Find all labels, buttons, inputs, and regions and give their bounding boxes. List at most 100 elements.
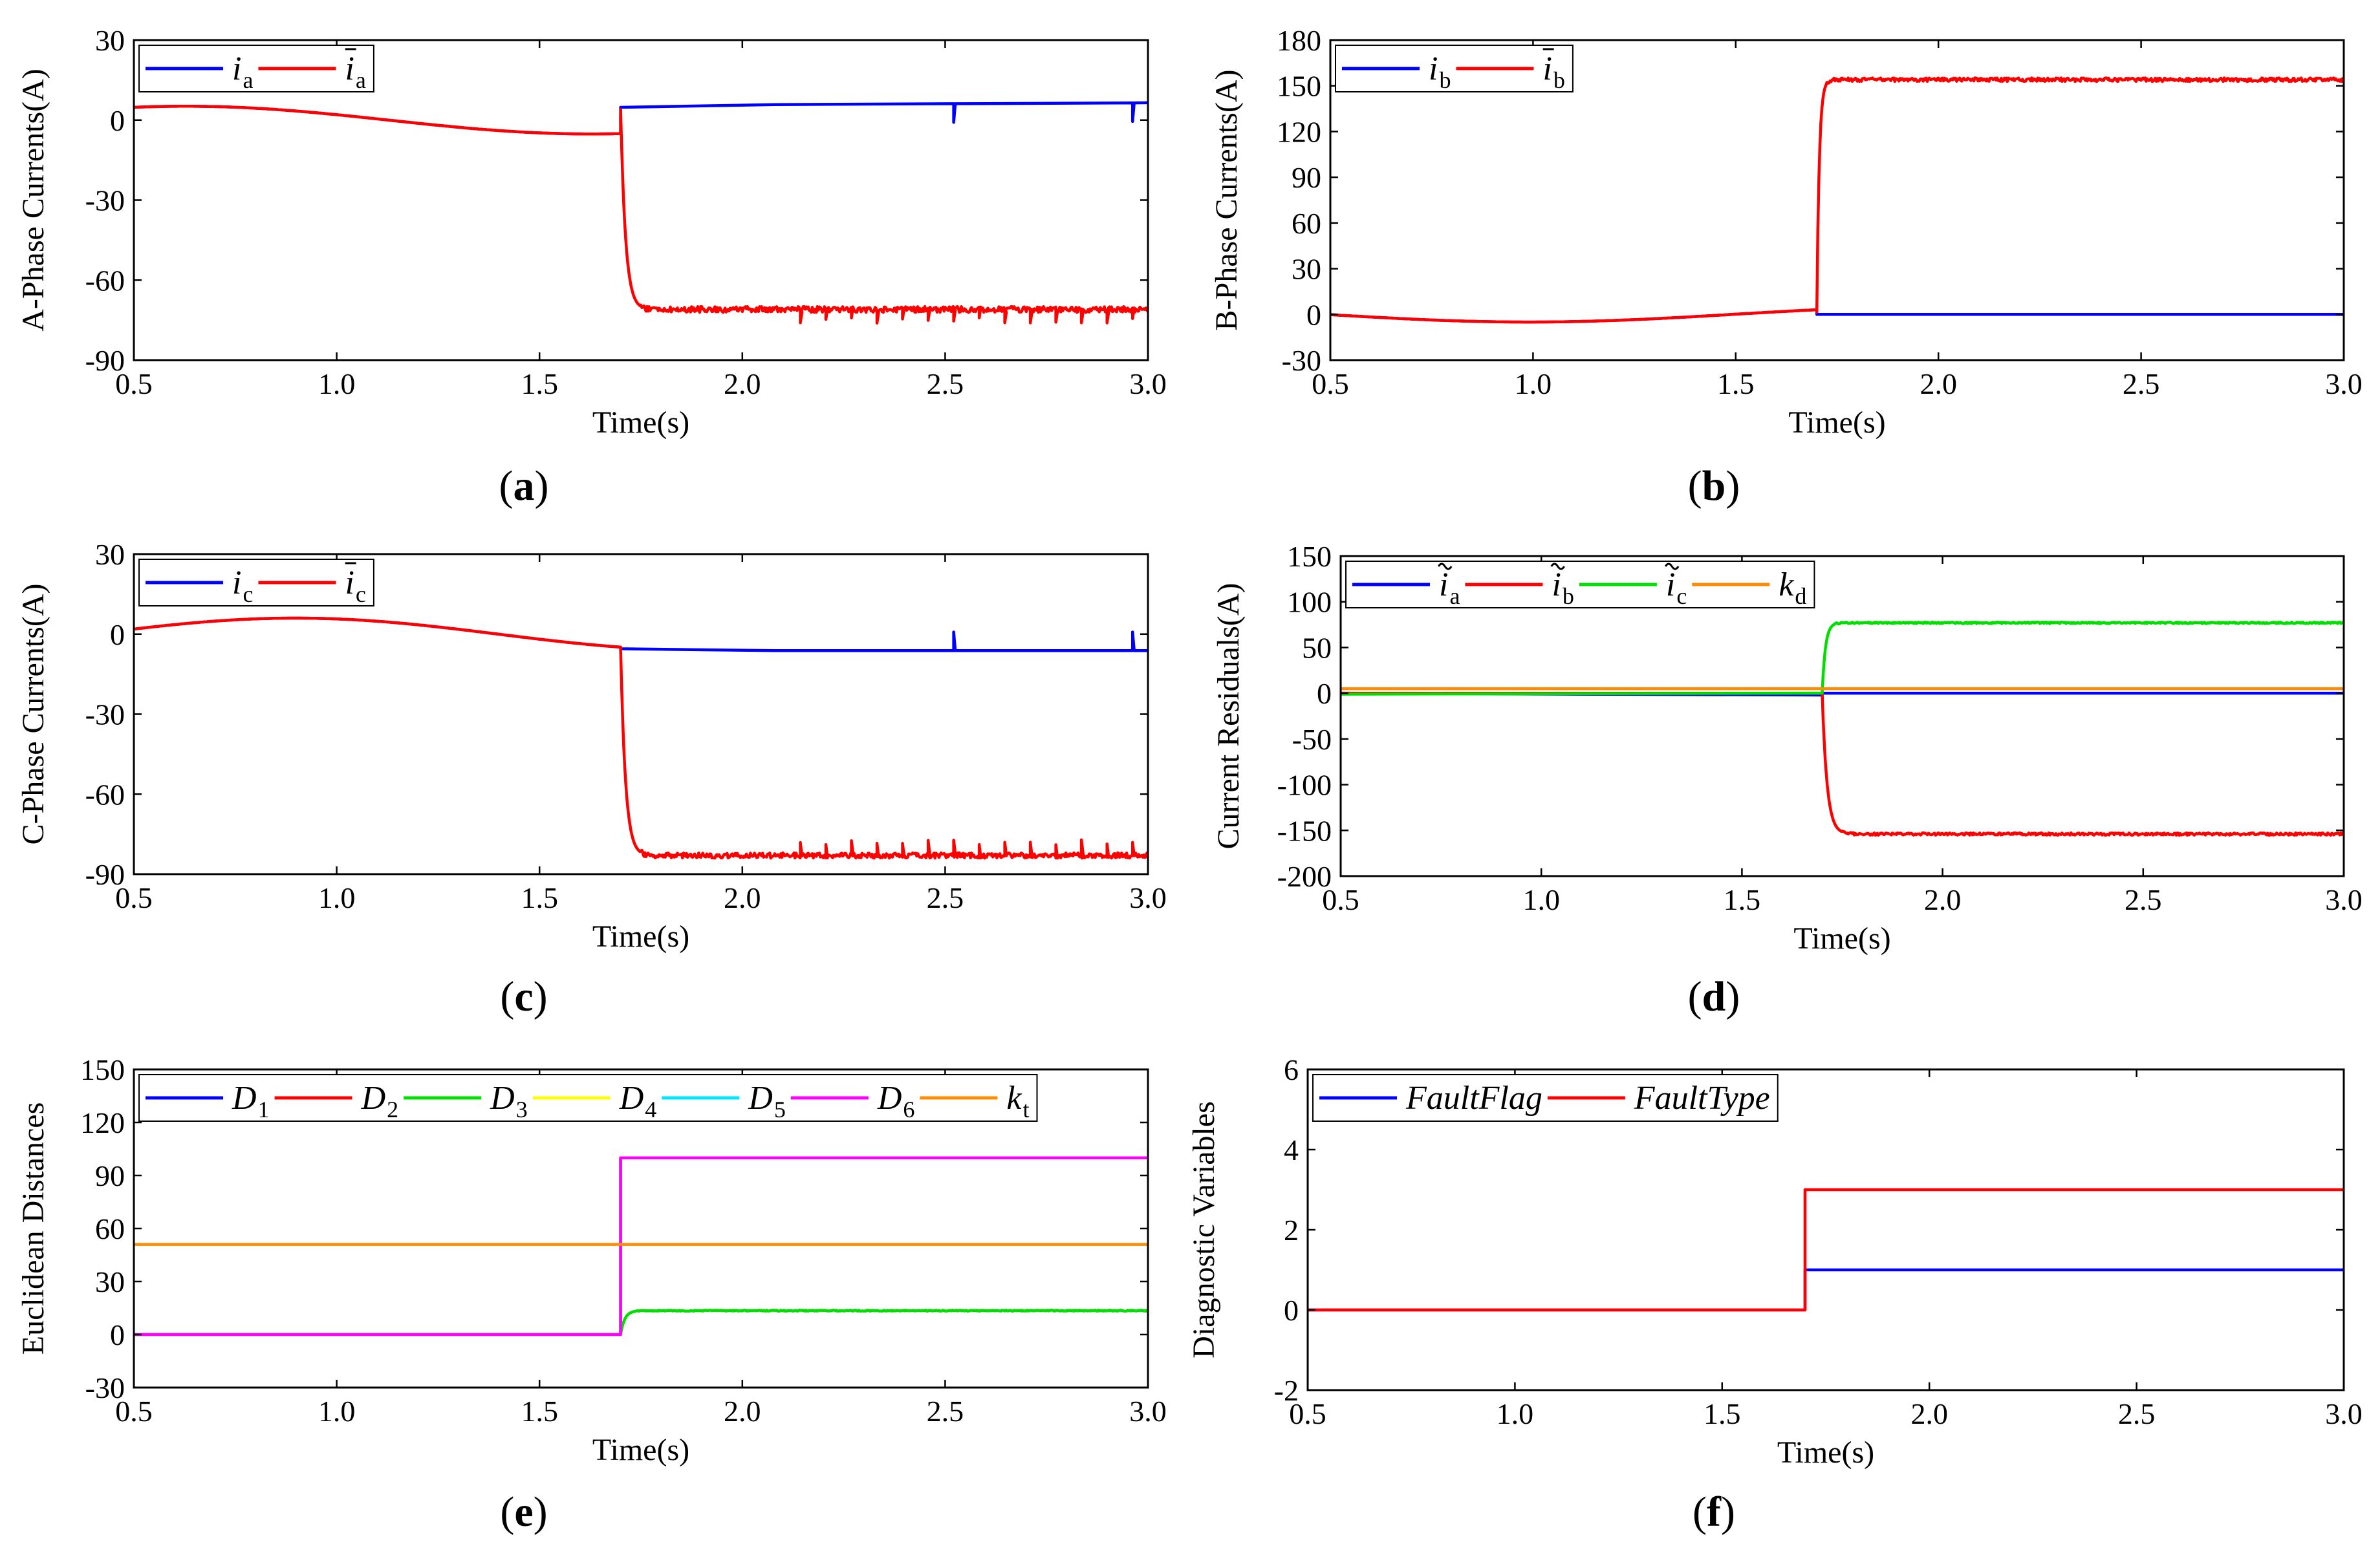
legend-label-base: i bbox=[345, 50, 354, 87]
series-line-D_3 bbox=[134, 1309, 1148, 1336]
y-tick-label: 150 bbox=[1287, 540, 1332, 573]
legend-item: FaultType bbox=[1547, 1080, 1770, 1117]
series-line-D_1 bbox=[134, 1156, 1148, 1336]
legend-label-sub: 5 bbox=[774, 1097, 786, 1122]
y-axis-label: B-Phase Currents(A) bbox=[1209, 70, 1244, 331]
y-tick-label: -100 bbox=[1277, 769, 1332, 802]
legend-label-sub: a bbox=[356, 67, 366, 93]
x-tick-label: 1.5 bbox=[521, 1395, 558, 1428]
y-tick-label: 180 bbox=[1277, 24, 1321, 57]
legend-label-base: i bbox=[345, 564, 354, 601]
legend-label-sub: 3 bbox=[516, 1097, 528, 1122]
legend-label-base: D bbox=[232, 1080, 257, 1117]
legend-label-base: k bbox=[1006, 1080, 1022, 1117]
legend-label-base: i bbox=[1552, 566, 1561, 603]
series-line-residual i_b bbox=[1341, 691, 2344, 837]
panel-label-a: (a) bbox=[499, 462, 549, 509]
legend-label-sub: d bbox=[1795, 583, 1806, 609]
series-line-i_b (estimated) bbox=[1330, 76, 2344, 324]
x-axis-label: Time(s) bbox=[1793, 921, 1890, 956]
x-tick-label: 0.5 bbox=[1289, 1397, 1326, 1430]
x-axis-label: Time(s) bbox=[592, 1433, 689, 1467]
x-axis-label: Time(s) bbox=[1777, 1435, 1874, 1470]
y-tick-label: 0 bbox=[110, 1318, 125, 1351]
y-tick-label: -30 bbox=[85, 184, 125, 217]
x-tick-label: 2.0 bbox=[1920, 367, 1957, 400]
x-tick-label: 1.5 bbox=[1704, 1397, 1741, 1430]
y-tick-label: -150 bbox=[1277, 814, 1332, 847]
y-axis-label: A-Phase Currents(A) bbox=[16, 69, 50, 332]
panel-label-b: (b) bbox=[1688, 462, 1740, 509]
x-tick-label: 2.5 bbox=[2125, 883, 2162, 916]
legend-label-sub: 1 bbox=[258, 1097, 270, 1122]
series-line-D_5 bbox=[134, 1156, 1148, 1336]
panel-f: 0.5 1.0 1.5 2.0 2.5 3.0 -2 0 2 4 6 Time(s) Diagnosti… bbox=[1187, 1053, 2363, 1470]
series-line-D_4 bbox=[134, 1156, 1148, 1336]
y-tick-label: -60 bbox=[85, 264, 125, 297]
legend-label-sub: b bbox=[1553, 67, 1565, 93]
x-tick-label: 3.0 bbox=[1129, 881, 1167, 914]
panel-label-c: (c) bbox=[500, 973, 547, 1020]
legend-label-sub: a bbox=[1449, 583, 1460, 609]
legend-label-base: D bbox=[748, 1080, 773, 1117]
x-tick-label: 1.0 bbox=[1497, 1397, 1534, 1430]
legend-label-sub: c bbox=[1676, 583, 1687, 609]
series-group bbox=[134, 101, 1148, 325]
x-tick-label: 2.5 bbox=[927, 881, 964, 914]
x-tick-label: 3.0 bbox=[2325, 1397, 2363, 1430]
x-tick-label: 1.0 bbox=[1522, 883, 1560, 916]
y-tick-label: 0 bbox=[110, 104, 125, 137]
x-tick-label: 1.0 bbox=[318, 367, 356, 400]
y-tick-label: -90 bbox=[85, 344, 125, 377]
legend-label-base: D bbox=[490, 1080, 515, 1117]
y-tick-label: -90 bbox=[85, 858, 125, 891]
y-tick-label: 0 bbox=[1306, 298, 1321, 331]
legend-label-base: D bbox=[361, 1080, 386, 1117]
y-tick-label: 0 bbox=[1284, 1294, 1299, 1327]
legend-accent-tilde bbox=[1664, 563, 1680, 570]
series-line-residual i_c bbox=[1341, 620, 2344, 696]
x-tick-label: 0.5 bbox=[1322, 883, 1359, 916]
y-tick-label: 150 bbox=[80, 1053, 125, 1086]
legend-label-sub: c bbox=[243, 581, 253, 607]
x-axis-label: Time(s) bbox=[592, 919, 689, 954]
y-tick-label: 150 bbox=[1277, 70, 1321, 103]
y-tick-label: -30 bbox=[1282, 344, 1321, 377]
legend-label-sub: b bbox=[1439, 67, 1451, 93]
x-tick-label: 0.5 bbox=[1312, 367, 1349, 400]
legend-label-sub: c bbox=[356, 581, 366, 607]
x-tick-label: 1.5 bbox=[521, 881, 558, 914]
y-tick-label: 50 bbox=[1302, 631, 1332, 664]
legend-label-base: D bbox=[877, 1080, 902, 1117]
axes-frame bbox=[1329, 39, 2345, 361]
x-tick-label: 3.0 bbox=[1129, 367, 1167, 400]
legend-label-sub: 6 bbox=[903, 1097, 914, 1122]
series-group bbox=[1341, 620, 2344, 837]
panel-b: 0.5 1.0 1.5 2.0 2.5 3.0 -30 0 30 60 90 120 150 180 Tim… bbox=[1209, 24, 2363, 440]
panel-d: 0.5 1.0 1.5 2.0 2.5 3.0 -200 -150 -100 -50 0 50 100 1… bbox=[1211, 540, 2363, 956]
series-line-i_c (estimated) bbox=[134, 616, 1148, 860]
series-line-FaultFlag bbox=[1308, 1268, 2344, 1312]
y-tick-label: -50 bbox=[1292, 723, 1332, 756]
legend: FaultFlag FaultType bbox=[1312, 1074, 1779, 1122]
series-line-FaultType bbox=[1308, 1188, 2344, 1312]
y-tick-label: 120 bbox=[80, 1106, 125, 1139]
y-axis-label: Euclidean Distances bbox=[16, 1102, 50, 1355]
y-tick-label: 0 bbox=[110, 618, 125, 651]
panel-label-e: (e) bbox=[500, 1488, 547, 1536]
legend-label-base: D bbox=[619, 1080, 644, 1117]
y-tick-label: -30 bbox=[85, 698, 125, 731]
legend-label-sub: 4 bbox=[645, 1097, 656, 1122]
